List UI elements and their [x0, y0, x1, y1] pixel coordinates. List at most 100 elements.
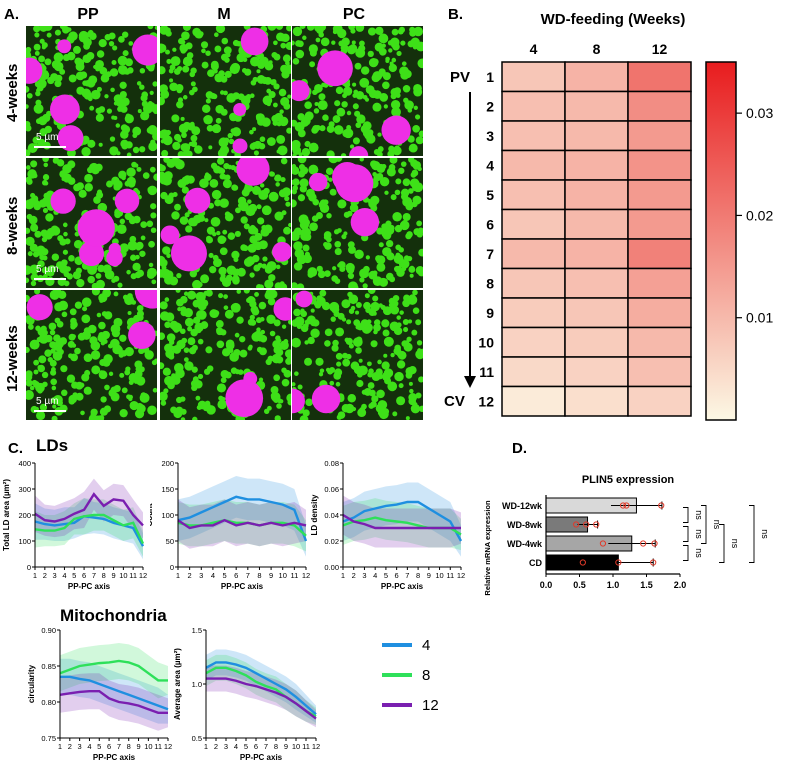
mitochondrion-blob	[292, 337, 301, 348]
mitochondrion-blob	[407, 294, 418, 305]
mitochondrion-blob	[37, 260, 45, 268]
mitochondrion-blob	[263, 187, 270, 195]
mitochondrion-blob	[205, 235, 212, 242]
lipid-droplet-blob	[272, 241, 291, 262]
mitochondrion-blob	[372, 295, 379, 302]
mitochondrion-blob	[329, 301, 340, 312]
data-point	[615, 559, 622, 566]
x-tick-label: 1	[341, 571, 345, 580]
mitochondrion-blob	[95, 279, 106, 288]
mitochondrion-blob	[287, 94, 291, 99]
mitochondrion-blob	[108, 41, 115, 47]
mitochondrion-blob	[111, 176, 120, 186]
x-axis-label: PP-PC axis	[93, 753, 136, 762]
mitochondrion-blob	[46, 32, 52, 38]
mitochondrion-blob	[356, 379, 364, 388]
mitochondrion-blob	[169, 78, 174, 83]
series-12-line	[34, 492, 144, 527]
lipid-droplet-blob	[349, 146, 369, 156]
mitochondrion-blob	[402, 212, 411, 221]
mitochondrion-blob	[417, 58, 423, 69]
mitochondrion-blob	[161, 149, 169, 156]
x-tick-label: 12	[302, 571, 310, 580]
micrograph-tile	[160, 26, 291, 156]
mitochondrion-blob	[251, 307, 260, 316]
mitochondrion-blob	[183, 291, 189, 296]
mitochondrion-blob	[284, 349, 291, 359]
mitochondrion-blob	[61, 389, 68, 397]
mitochondrion-blob	[279, 281, 285, 287]
mitochondrion-blob	[126, 269, 131, 275]
mitochondrion-blob	[221, 37, 229, 45]
x-tick-label: 3	[78, 742, 82, 751]
mitochondrion-blob	[256, 75, 266, 84]
x-tick-label: 9	[136, 742, 140, 751]
mitochondrion-blob	[63, 231, 68, 237]
y-tick-label: 100	[161, 511, 174, 520]
mitochondrion-blob	[193, 145, 203, 154]
mitochondrion-blob	[347, 272, 355, 280]
mitochondrion-blob	[253, 264, 261, 272]
mitochondrion-blob	[142, 172, 150, 179]
legend-swatch	[382, 673, 412, 677]
mitochondrion-blob	[172, 47, 177, 52]
mitochondrion-blob	[370, 340, 378, 348]
mitochondrion-blob	[326, 213, 332, 219]
mitochondrion-blob	[172, 141, 181, 151]
mitochondrion-blob	[232, 275, 240, 283]
mitochondrion-blob	[98, 39, 107, 48]
mitochondrion-blob	[190, 140, 198, 148]
micrograph-image	[160, 158, 291, 288]
mitochondrion-blob	[247, 318, 255, 326]
mitochondrion-blob	[26, 277, 30, 284]
panel-c-label: C.	[8, 440, 23, 457]
mitochondrion-blob	[178, 37, 185, 45]
mitochondrion-blob	[292, 166, 300, 175]
mitochondrion-blob	[182, 149, 191, 156]
mitochondrion-blob	[104, 270, 115, 280]
mitochondrion-blob	[182, 26, 191, 31]
mitochondrion-blob	[275, 356, 284, 364]
mitochondrion-blob	[335, 86, 344, 95]
mitochondrion-blob	[180, 116, 185, 122]
mitochondrion-blob	[356, 116, 363, 123]
mitochondrion-blob	[335, 381, 341, 387]
mitochondrion-blob	[340, 153, 347, 156]
mitochondrion-blob	[182, 65, 190, 73]
mitochondrion-blob	[401, 340, 409, 347]
mitochondrion-blob	[90, 89, 101, 100]
x-tick-label: 5	[97, 742, 101, 751]
mitochondrion-blob	[408, 143, 418, 153]
data-point	[573, 521, 580, 528]
mitochondrion-blob	[243, 290, 250, 294]
mitochondrion-blob	[372, 172, 377, 177]
mitochondrion-blob	[52, 404, 57, 409]
mitochondrion-blob	[83, 136, 89, 141]
mitochondrion-blob	[367, 290, 376, 294]
mitochondrion-blob	[165, 49, 170, 55]
mitochondrion-blob	[154, 26, 157, 30]
mitochondrion-blob	[351, 40, 356, 45]
mitochondrion-blob	[36, 88, 41, 93]
mitochondrion-blob	[399, 220, 410, 231]
mitochondrion-blob	[180, 417, 186, 420]
mitochondrion-blob	[307, 271, 314, 278]
mitochondrion-blob	[309, 49, 317, 57]
mitochondrion-blob	[412, 307, 420, 315]
data-point	[619, 502, 627, 509]
mitochondrion-blob	[149, 166, 156, 173]
mitochondrion-blob	[376, 172, 384, 180]
mitochondrion-blob	[363, 387, 372, 396]
mitochondrion-blob	[397, 28, 404, 35]
mitochondrion-blob	[175, 396, 183, 404]
mitochondrion-blob	[191, 384, 198, 392]
mitochondrion-blob	[132, 262, 141, 272]
mitochondrion-blob	[176, 87, 183, 94]
mitochondrion-blob	[362, 283, 368, 288]
mitochondrion-blob	[292, 57, 300, 65]
mitochondrion-blob	[276, 403, 282, 409]
mitochondrion-blob	[222, 179, 232, 189]
mitochondrion-blob	[61, 259, 68, 266]
mitochondrion-blob	[396, 50, 402, 57]
mitochondrion-blob	[41, 196, 52, 207]
